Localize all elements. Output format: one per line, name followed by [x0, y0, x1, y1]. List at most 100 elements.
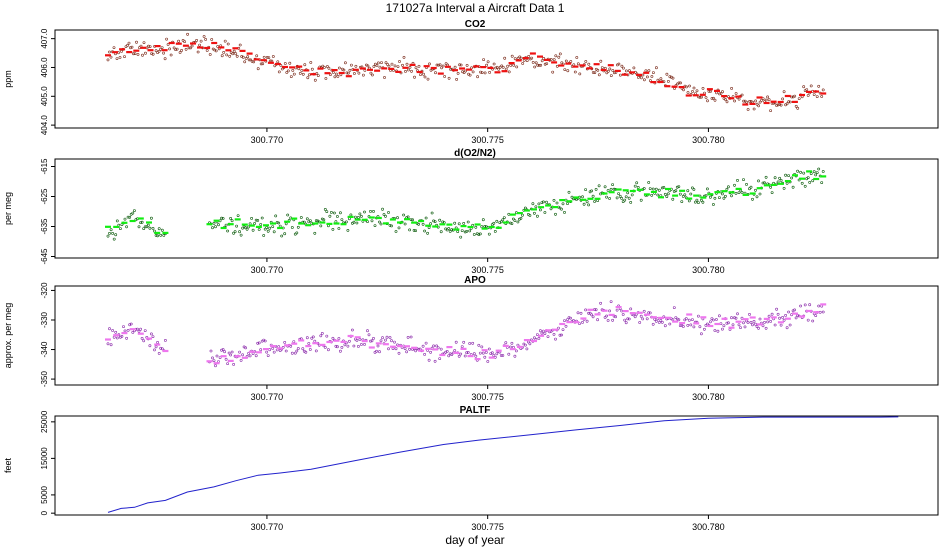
sample-point [156, 340, 160, 344]
sample-point [388, 336, 392, 339]
sample-point [231, 52, 235, 56]
sample-point [267, 56, 271, 60]
sample-point [250, 216, 254, 220]
sample-point [108, 50, 111, 54]
sample-point [464, 69, 468, 73]
sample-point [561, 328, 565, 332]
sample-point [663, 192, 667, 196]
sample-point [378, 220, 381, 224]
sample-point [584, 308, 588, 312]
sample-point [184, 47, 188, 51]
sample-point [180, 49, 184, 52]
sample-point [721, 327, 724, 331]
sample-point [694, 200, 697, 204]
sample-point [204, 38, 208, 41]
sample-point [497, 67, 501, 71]
sample-point [369, 71, 373, 75]
sample-point [617, 192, 621, 196]
sample-point [734, 316, 738, 320]
sample-point [653, 317, 657, 321]
sample-point [465, 351, 469, 355]
sample-point [403, 347, 407, 351]
sample-point [333, 75, 337, 79]
sample-point [703, 327, 706, 331]
sample-point [177, 39, 181, 43]
sample-point [159, 346, 163, 350]
sample-point [163, 57, 167, 61]
sample-point [644, 69, 648, 73]
sample-point [811, 319, 815, 323]
sample-point [463, 354, 467, 358]
sample-point [388, 223, 392, 227]
y-tick-label: 0 [40, 510, 49, 515]
sample-point [411, 218, 415, 222]
sample-point [271, 225, 275, 229]
sample-point [692, 325, 696, 329]
sample-point [650, 75, 654, 78]
sample-point [775, 104, 779, 107]
sample-point [440, 66, 444, 70]
sample-point [262, 234, 266, 237]
sample-point [301, 347, 305, 351]
sample-point [348, 68, 352, 72]
sample-point [125, 336, 129, 340]
sample-point [435, 63, 439, 67]
sample-point [758, 192, 762, 196]
sample-point [238, 350, 242, 354]
sample-point [463, 230, 467, 234]
sample-point [240, 55, 244, 58]
sample-point [715, 91, 718, 95]
sample-point [587, 62, 591, 66]
sample-point [584, 60, 588, 63]
sample-point [423, 75, 427, 79]
sample-point [515, 65, 519, 69]
sample-point [128, 215, 132, 219]
y-tick-label: 404.0 [40, 115, 49, 136]
sample-point [495, 65, 499, 69]
sample-point [757, 179, 760, 183]
sample-point [320, 331, 324, 335]
sample-point [355, 221, 359, 225]
sample-point [335, 345, 339, 349]
sample-point [410, 69, 413, 73]
sample-point [459, 352, 463, 356]
sample-point [650, 193, 654, 197]
y-tick-label: -350 [40, 371, 49, 388]
sample-point [390, 62, 394, 66]
sample-point [782, 90, 786, 94]
sample-point [490, 351, 494, 355]
sample-point [394, 347, 398, 351]
sample-point [313, 339, 317, 343]
sample-point [485, 63, 489, 67]
sample-point [424, 216, 428, 220]
sample-point [225, 53, 229, 57]
page-title: 171027a Interval a Aircraft Data 1 [386, 1, 565, 15]
x-tick-label: 300.775 [471, 392, 504, 402]
sample-point [748, 187, 751, 191]
sample-point [698, 325, 702, 329]
sample-point [465, 64, 469, 67]
sample-point [646, 75, 649, 79]
sample-point [536, 214, 539, 218]
sample-point [534, 205, 538, 209]
y-tick-label: 407.0 [40, 28, 49, 49]
sample-point [433, 359, 437, 363]
sample-point [679, 81, 682, 85]
sample-point [234, 52, 238, 56]
sample-point [471, 70, 475, 74]
sample-point [721, 90, 724, 94]
sample-point [528, 214, 532, 217]
sample-point [296, 225, 300, 229]
sample-point [275, 220, 279, 224]
sample-point [487, 347, 491, 351]
sample-point [499, 354, 503, 357]
sample-point [677, 81, 681, 85]
sample-point [490, 223, 494, 227]
sample-point [394, 230, 398, 233]
sample-point [638, 321, 642, 324]
sample-point [154, 233, 158, 237]
sample-point [297, 67, 301, 71]
sample-point [132, 52, 135, 56]
sample-point [770, 191, 774, 195]
sample-point [615, 308, 619, 312]
